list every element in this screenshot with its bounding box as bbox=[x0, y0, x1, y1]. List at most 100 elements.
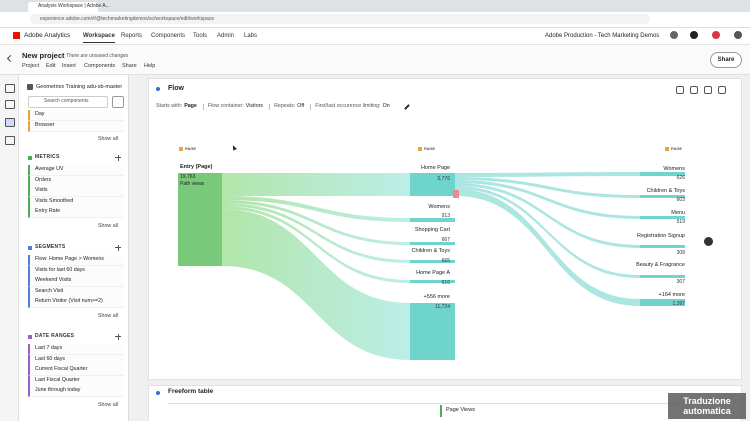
node-label[interactable]: +164 more bbox=[658, 292, 685, 298]
setting-value[interactable]: Page bbox=[184, 103, 197, 110]
nav-item[interactable]: Reports bbox=[121, 33, 143, 39]
setting-label: Repeats: bbox=[274, 103, 296, 110]
flow-band bbox=[222, 173, 410, 196]
node-value: 665 bbox=[441, 258, 450, 264]
flow-node bbox=[640, 172, 685, 176]
search-placeholder[interactable]: Search components bbox=[44, 98, 89, 104]
add-plus-v[interactable] bbox=[117, 244, 119, 251]
flow-band bbox=[455, 180, 640, 219]
setting-label: First/last occurence limiting: bbox=[315, 103, 381, 110]
component-name: Flow: Home Page > Womens bbox=[35, 256, 104, 262]
header-icon[interactable] bbox=[670, 31, 678, 39]
show-all[interactable]: Show all bbox=[98, 401, 119, 408]
rail-icon[interactable] bbox=[5, 118, 15, 127]
node-label[interactable]: Children & Toys bbox=[411, 248, 450, 254]
flow-band bbox=[222, 203, 410, 263]
node-value: 519 bbox=[676, 219, 685, 225]
header-icon[interactable] bbox=[690, 31, 698, 39]
setting-value[interactable]: On bbox=[382, 103, 390, 110]
column-icon bbox=[665, 146, 669, 151]
menu-item[interactable]: Share bbox=[122, 63, 137, 69]
node-label[interactable]: Beauty & Fragrance bbox=[636, 262, 685, 268]
node-label[interactable]: Womens bbox=[428, 204, 450, 210]
entry-node bbox=[178, 173, 222, 266]
add-column-button[interactable] bbox=[704, 237, 713, 246]
tab bbox=[28, 2, 98, 12]
setting-value[interactable]: Off bbox=[297, 103, 305, 110]
freeform-title[interactable]: Freeform table bbox=[168, 388, 214, 395]
app-header bbox=[0, 28, 750, 45]
menu-item[interactable]: Components bbox=[84, 63, 116, 69]
rail-icon[interactable] bbox=[5, 84, 15, 93]
nav-item[interactable]: Workspace bbox=[83, 33, 115, 43]
component-name: Average UV bbox=[35, 166, 64, 172]
node-label[interactable]: +556 more bbox=[423, 294, 450, 300]
flow-node bbox=[640, 299, 685, 306]
rail-icon[interactable] bbox=[5, 136, 15, 145]
panel-icon[interactable] bbox=[690, 86, 698, 94]
component-name: Visits bbox=[35, 187, 48, 193]
panel-dot bbox=[156, 391, 160, 395]
section-icon bbox=[28, 335, 32, 339]
node-value: 667 bbox=[441, 237, 450, 243]
flow-band bbox=[222, 200, 410, 245]
flow-band bbox=[455, 189, 640, 306]
nav-item[interactable]: Components bbox=[151, 33, 186, 39]
menu-item[interactable]: Project bbox=[22, 63, 40, 69]
show-all[interactable]: Show all bbox=[98, 222, 119, 229]
node-value: 308 bbox=[676, 250, 685, 256]
header-icon[interactable] bbox=[712, 31, 720, 39]
component-row[interactable] bbox=[28, 207, 124, 218]
filter-button[interactable] bbox=[112, 96, 124, 108]
panel-icon[interactable] bbox=[718, 86, 726, 94]
menu-item[interactable]: Edit bbox=[46, 63, 56, 69]
share-button[interactable]: Share bbox=[710, 52, 742, 68]
panel-title[interactable]: Flow bbox=[168, 85, 184, 92]
component-row[interactable] bbox=[28, 120, 124, 132]
setting-value[interactable]: Visitors bbox=[245, 103, 264, 110]
add-plus-v[interactable] bbox=[117, 154, 119, 161]
menu-item[interactable]: Help bbox=[144, 63, 156, 69]
node-value: 603 bbox=[676, 197, 685, 203]
component-row[interactable] bbox=[28, 386, 124, 397]
section-title: METRICS bbox=[35, 154, 60, 160]
nav-item[interactable]: Admin bbox=[217, 33, 235, 39]
flow-band bbox=[455, 186, 640, 278]
component-row[interactable] bbox=[28, 297, 124, 308]
report-suite[interactable]: Geometrixx Training adu-sb-master bbox=[36, 83, 123, 90]
component-name: Visits for last 60 days bbox=[35, 266, 85, 273]
node-label[interactable]: Children & Toys bbox=[646, 188, 685, 194]
node-label[interactable]: Home Page A bbox=[416, 270, 450, 276]
watermark-text: Traduzione automatica bbox=[683, 396, 731, 417]
rail-icon[interactable] bbox=[5, 100, 15, 109]
section-title: SEGMENTS bbox=[35, 244, 66, 250]
settings-row: Starts with: Page Flow container: Visitors R… bbox=[156, 104, 394, 110]
flow-band bbox=[455, 183, 640, 248]
url-field bbox=[30, 14, 650, 24]
nav-item[interactable]: Labs bbox=[244, 33, 258, 39]
add-plus-v[interactable] bbox=[117, 333, 119, 340]
node-label[interactable]: Menu bbox=[671, 210, 685, 216]
nav-item[interactable]: Tools bbox=[193, 33, 208, 39]
flow-band bbox=[222, 206, 410, 283]
node-label[interactable]: Shopping Cart bbox=[414, 227, 450, 233]
entry-label[interactable]: Entry (Page) bbox=[180, 164, 213, 170]
project-status: There are unsaved changes bbox=[66, 52, 129, 59]
project-bar bbox=[0, 45, 750, 75]
column-header[interactable]: Page Views bbox=[446, 407, 475, 413]
node-label[interactable]: Womens bbox=[663, 166, 685, 172]
panel-icon[interactable] bbox=[676, 86, 684, 94]
node-label[interactable]: Home Page bbox=[420, 165, 450, 171]
column-label: PAGE bbox=[671, 146, 683, 151]
node-label[interactable]: Registration Signup bbox=[636, 233, 685, 239]
org-name[interactable]: Adobe Production - Tech Marketing Demos bbox=[545, 33, 660, 39]
node-value: 626 bbox=[676, 175, 685, 181]
node-value: 1,397 bbox=[672, 301, 685, 307]
panel-icon[interactable] bbox=[704, 86, 712, 94]
show-all[interactable]: Show all bbox=[98, 136, 119, 142]
header-icon[interactable] bbox=[734, 31, 742, 39]
flow-node bbox=[410, 242, 455, 245]
show-all[interactable]: Show all bbox=[98, 312, 119, 319]
menu-item[interactable]: Insert bbox=[62, 63, 76, 69]
